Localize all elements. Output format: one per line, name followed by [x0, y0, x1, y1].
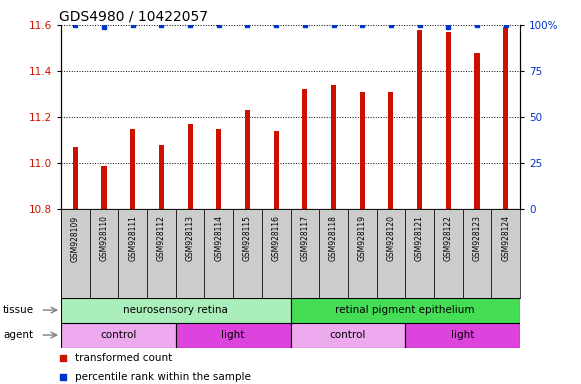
Bar [216, 129, 221, 209]
Text: control: control [329, 330, 366, 340]
Text: GSM928114: GSM928114 [214, 215, 223, 262]
Text: transformed count: transformed count [75, 353, 172, 363]
Text: GSM928109: GSM928109 [71, 215, 80, 262]
Bar [262, 209, 290, 298]
Text: GDS4980 / 10422057: GDS4980 / 10422057 [59, 10, 208, 24]
Text: GSM928110: GSM928110 [99, 215, 109, 262]
Text: GSM928111: GSM928111 [128, 215, 137, 262]
Bar [73, 147, 78, 209]
Text: retinal pigment epithelium: retinal pigment epithelium [335, 305, 475, 315]
Bar [175, 209, 205, 298]
Bar [406, 209, 434, 298]
Bar [233, 209, 262, 298]
Bar [503, 27, 508, 209]
Bar [302, 89, 307, 209]
Text: GSM928120: GSM928120 [386, 215, 396, 262]
Text: GSM928115: GSM928115 [243, 215, 252, 262]
Bar [331, 85, 336, 209]
Bar [388, 92, 393, 209]
Text: GSM928116: GSM928116 [272, 215, 281, 262]
Text: control: control [100, 330, 137, 340]
Text: GSM928123: GSM928123 [472, 215, 482, 262]
Text: GSM928121: GSM928121 [415, 215, 424, 262]
Bar [376, 209, 406, 298]
Bar [61, 323, 175, 348]
Bar [175, 323, 290, 348]
Bar [61, 209, 89, 298]
Bar [290, 323, 406, 348]
Bar [290, 298, 520, 323]
Bar [348, 209, 376, 298]
Text: GSM928124: GSM928124 [501, 215, 510, 262]
Bar [102, 166, 107, 209]
Bar [446, 32, 451, 209]
Bar [434, 209, 462, 298]
Text: GSM928119: GSM928119 [358, 215, 367, 262]
Text: light: light [221, 330, 245, 340]
Bar [119, 209, 147, 298]
Bar [360, 92, 365, 209]
Bar [406, 323, 520, 348]
Bar [474, 53, 479, 209]
Text: GSM928118: GSM928118 [329, 215, 338, 262]
Bar [89, 209, 119, 298]
Bar [319, 209, 348, 298]
Text: percentile rank within the sample: percentile rank within the sample [75, 372, 250, 382]
Text: tissue: tissue [3, 305, 34, 315]
Text: light: light [451, 330, 474, 340]
Bar [274, 131, 279, 209]
Text: GSM928117: GSM928117 [300, 215, 309, 262]
Text: GSM928113: GSM928113 [185, 215, 195, 262]
Bar [61, 298, 290, 323]
Text: GSM928112: GSM928112 [157, 215, 166, 262]
Bar [417, 30, 422, 209]
Bar [492, 209, 520, 298]
Bar [205, 209, 233, 298]
Bar [290, 209, 319, 298]
Bar [130, 129, 135, 209]
Bar [188, 124, 193, 209]
Bar [462, 209, 492, 298]
Text: neurosensory retina: neurosensory retina [123, 305, 228, 315]
Text: agent: agent [3, 330, 33, 340]
Bar [147, 209, 175, 298]
Bar [245, 110, 250, 209]
Text: GSM928122: GSM928122 [444, 215, 453, 262]
Bar [159, 145, 164, 209]
